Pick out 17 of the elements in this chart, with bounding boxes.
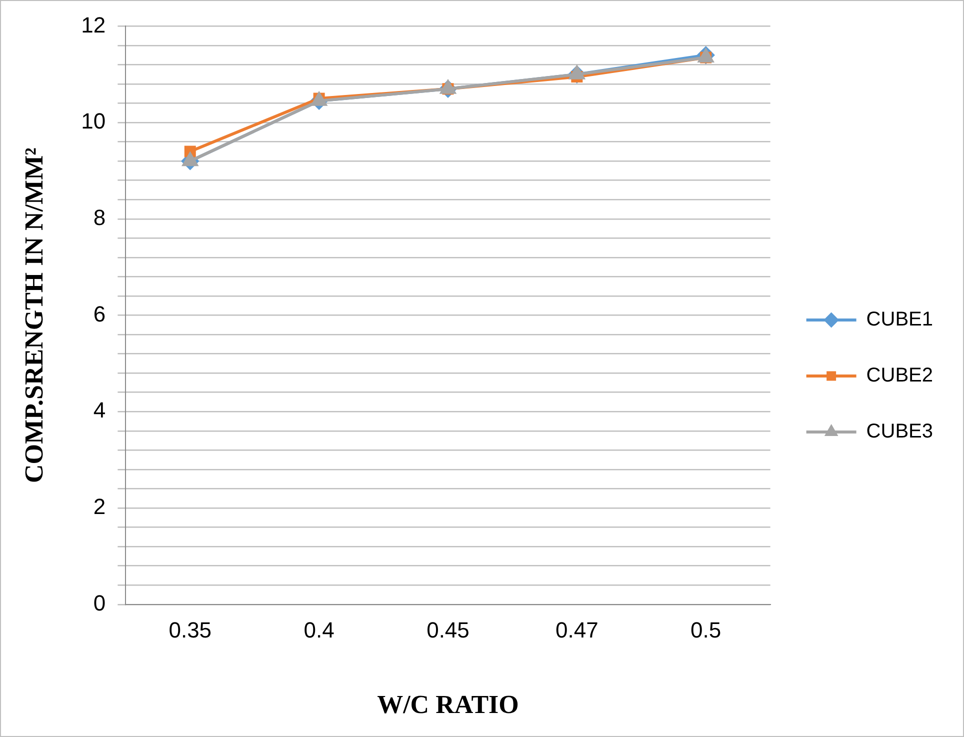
x-tick-label: 0.45 [426,618,470,643]
x-tick-label: 0.47 [556,618,598,643]
y-tick-label: 6 [93,301,106,326]
x-tick-label: 0.4 [304,618,334,643]
y-tick-label: 2 [93,494,106,520]
y-tick-label: 10 [81,108,106,134]
x-tick-label: 0.5 [690,618,722,643]
y-tick-label: 0 [93,590,106,616]
y-axis-title: COMP.SRENGTH IN N/MM² [19,147,48,484]
legend-label: CUBE3 [866,420,934,443]
legend-label: CUBE1 [866,308,934,331]
y-tick-label: 8 [93,204,106,230]
x-tick-label: 0.35 [168,618,212,643]
x-axis-title: W/C RATIO [377,690,519,720]
legend-label: CUBE2 [866,364,934,387]
y-tick-label: 4 [93,398,106,423]
y-tick-label: 12 [81,12,106,38]
